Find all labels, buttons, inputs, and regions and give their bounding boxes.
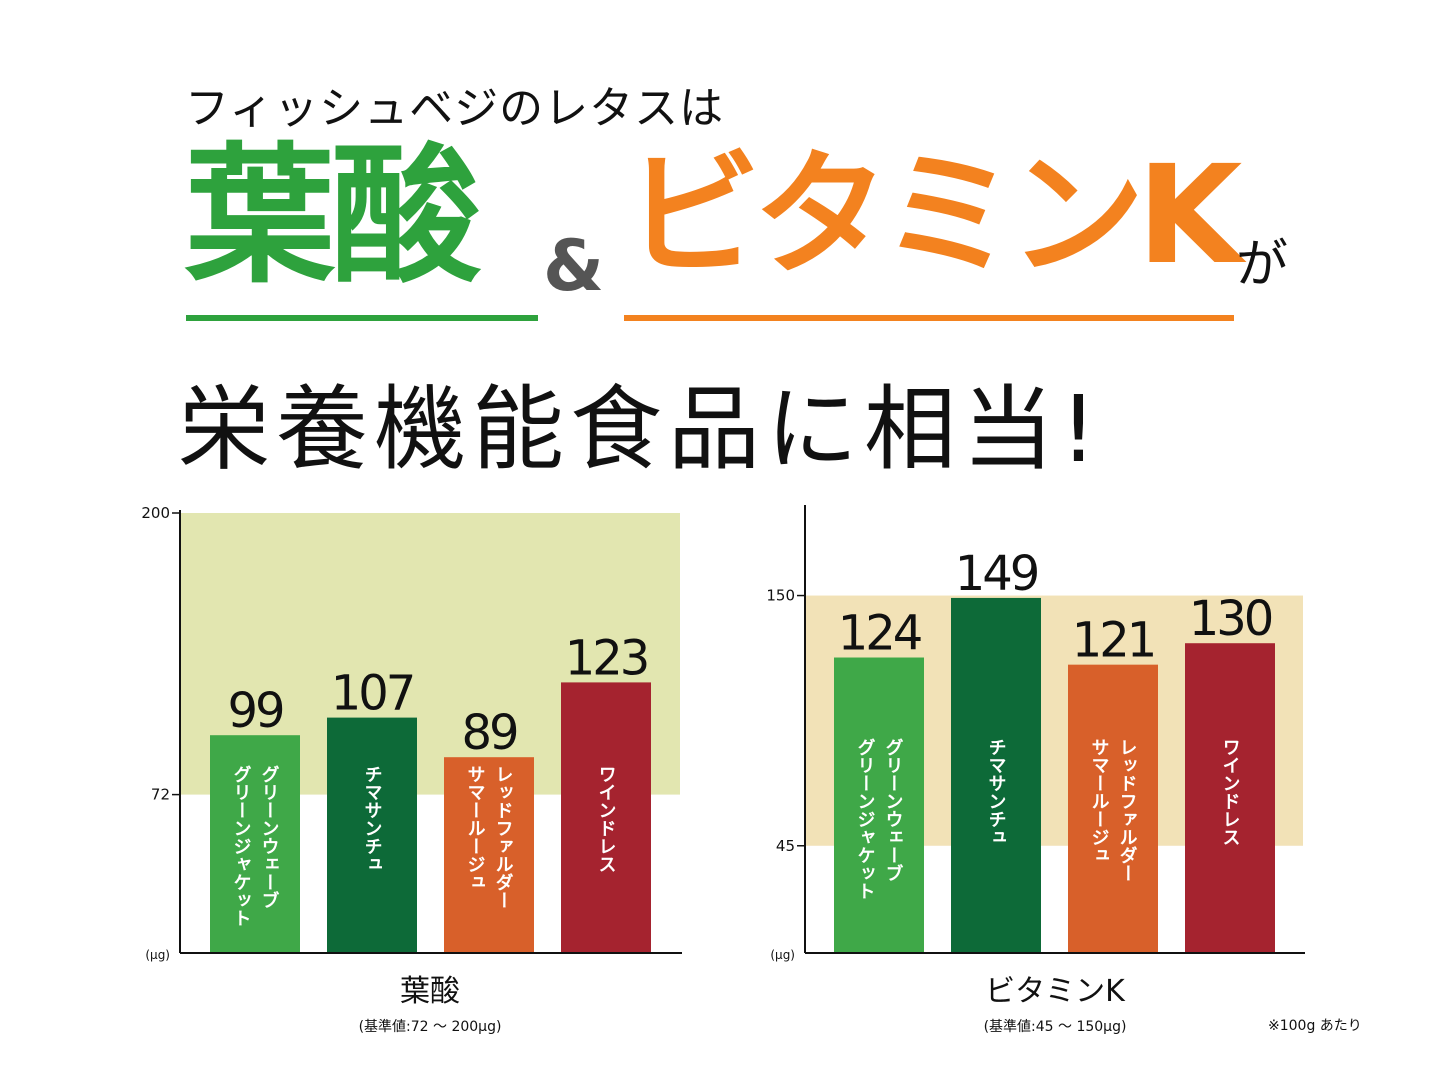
data-label: 89 — [461, 705, 517, 761]
headline: 栄養機能食品に相当! — [178, 376, 1103, 483]
data-label: 99 — [227, 683, 283, 739]
bar — [210, 735, 300, 953]
category-label: サマールージュ — [465, 765, 486, 891]
category-label: グリーンウェーブ — [883, 738, 904, 882]
category-label: ワインドレス — [596, 765, 617, 873]
category-label: レッドファルダー — [1117, 738, 1138, 882]
y-tick-label: 150 — [766, 587, 795, 605]
category-label: グリーンジャケット — [231, 765, 252, 927]
bar — [561, 682, 651, 953]
data-label: 130 — [1189, 591, 1272, 647]
category-label: グリーンウェーブ — [259, 765, 280, 909]
category-label: ワインドレス — [1220, 738, 1241, 846]
chart-title: 葉酸 — [400, 974, 460, 1009]
bar — [951, 597, 1041, 953]
category-label: レッドファルダー — [493, 765, 514, 909]
keyword-folic-acid: 葉酸 — [185, 130, 481, 304]
chart-title: ビタミンK — [985, 974, 1126, 1009]
y-tick-label: 45 — [776, 837, 795, 855]
chart-subtitle: (基準値:72 〜 200μg) — [359, 1018, 502, 1035]
bar — [1185, 643, 1275, 953]
underline-green — [186, 315, 538, 321]
y-unit-label: (μg) — [145, 948, 170, 962]
data-label: 121 — [1072, 613, 1155, 669]
chart-subtitle: (基準値:45 〜 150μg) — [984, 1018, 1127, 1035]
subtitle: フィッシュベジのレタスは — [185, 83, 725, 134]
underline-orange — [624, 315, 1234, 321]
bar — [327, 717, 417, 953]
data-label: 107 — [331, 666, 414, 722]
category-label: チマサンチュ — [362, 765, 383, 873]
y-tick-label: 72 — [151, 786, 170, 804]
data-label: 124 — [838, 606, 921, 662]
bar — [1068, 664, 1158, 953]
footnote: ※100g あたり — [1268, 1018, 1362, 1034]
y-tick-label: 200 — [141, 504, 170, 522]
category-label: チマサンチュ — [986, 738, 1007, 846]
ampersand: & — [543, 225, 605, 307]
particle-ga: が — [1236, 235, 1289, 295]
bar — [444, 757, 534, 953]
bar — [834, 657, 924, 953]
category-label: グリーンジャケット — [855, 738, 876, 900]
data-label: 123 — [565, 630, 648, 686]
category-label: サマールージュ — [1089, 738, 1110, 864]
keyword-vitamin-k: ビタミンK — [625, 137, 1242, 295]
data-label: 149 — [955, 546, 1038, 602]
y-unit-label: (μg) — [770, 948, 795, 962]
